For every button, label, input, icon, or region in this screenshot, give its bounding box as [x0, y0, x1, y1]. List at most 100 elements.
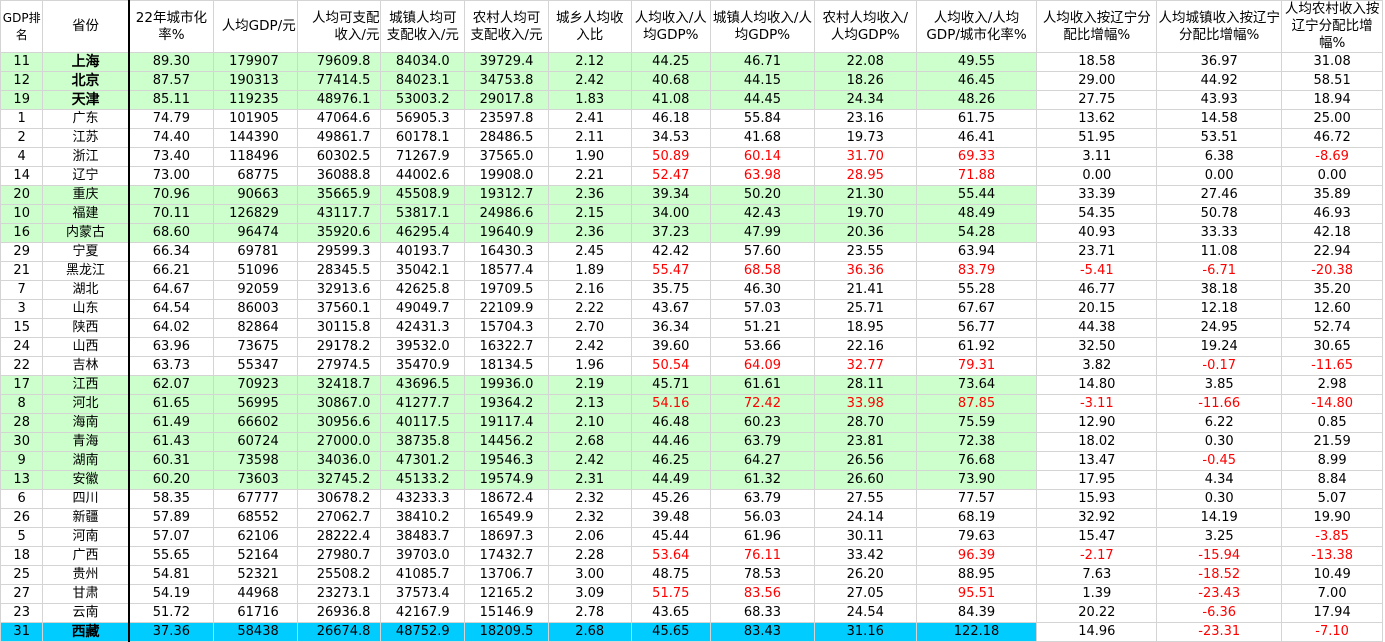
cell-gdp-rank[interactable]: 19: [0, 90, 44, 110]
cell-urban-growth-liaoning[interactable]: -6.36: [1156, 603, 1283, 623]
cell-income-gdp-ratio[interactable]: 36.34: [630, 318, 712, 338]
cell-rural-growth-liaoning[interactable]: 0.85: [1281, 413, 1383, 433]
cell-province[interactable]: 吉林: [42, 356, 130, 376]
cell-gdp-rank[interactable]: 3: [0, 299, 44, 319]
cell-income-gdp-urbanization[interactable]: 122.18: [915, 622, 1038, 642]
cell-rural-income[interactable]: 19117.4: [464, 413, 549, 433]
cell-income-gdp-urbanization[interactable]: 61.92: [915, 337, 1038, 357]
cell-rural-income-gdp-ratio[interactable]: 23.16: [813, 109, 917, 129]
cell-disposable-income[interactable]: 26674.8: [296, 622, 382, 642]
cell-rural-income-gdp-ratio[interactable]: 24.54: [813, 603, 917, 623]
cell-urbanization[interactable]: 62.07: [128, 375, 215, 395]
cell-urban-rural-ratio[interactable]: 2.41: [547, 109, 632, 129]
cell-rural-income-gdp-ratio[interactable]: 31.16: [813, 622, 917, 642]
cell-urbanization[interactable]: 87.57: [128, 71, 215, 91]
cell-gdp-per-capita[interactable]: 58438: [213, 622, 298, 642]
cell-income-growth-liaoning[interactable]: -5.41: [1036, 261, 1158, 281]
cell-rural-growth-liaoning[interactable]: 19.90: [1281, 508, 1383, 528]
cell-gdp-per-capita[interactable]: 68552: [213, 508, 298, 528]
cell-urban-income[interactable]: 42625.8: [380, 280, 466, 300]
cell-rural-income[interactable]: 15146.9: [464, 603, 549, 623]
cell-urbanization[interactable]: 51.72: [128, 603, 215, 623]
cell-rural-growth-liaoning[interactable]: 58.51: [1281, 71, 1383, 91]
cell-rural-income[interactable]: 17432.7: [464, 546, 549, 566]
cell-income-growth-liaoning[interactable]: 3.82: [1036, 356, 1158, 376]
cell-income-growth-liaoning[interactable]: 13.62: [1036, 109, 1158, 129]
cell-gdp-per-capita[interactable]: 51096: [213, 261, 298, 281]
header-cell-urbanization[interactable]: 22年城市化率%: [128, 0, 215, 53]
cell-disposable-income[interactable]: 32418.7: [296, 375, 382, 395]
cell-income-gdp-urbanization[interactable]: 84.39: [915, 603, 1038, 623]
cell-urban-income[interactable]: 56905.3: [380, 109, 466, 129]
cell-urban-income[interactable]: 48752.9: [380, 622, 466, 642]
cell-income-gdp-ratio[interactable]: 46.18: [630, 109, 712, 129]
cell-disposable-income[interactable]: 27974.5: [296, 356, 382, 376]
cell-urban-income-gdp-ratio[interactable]: 60.14: [710, 147, 815, 167]
cell-urban-growth-liaoning[interactable]: 0.30: [1156, 489, 1283, 509]
header-cell-urban-income-gdp-ratio[interactable]: 城镇人均收入/人均GDP%: [710, 0, 815, 53]
cell-urban-income-gdp-ratio[interactable]: 68.33: [710, 603, 815, 623]
cell-gdp-rank[interactable]: 28: [0, 413, 44, 433]
cell-income-gdp-ratio[interactable]: 39.60: [630, 337, 712, 357]
cell-urban-income-gdp-ratio[interactable]: 57.03: [710, 299, 815, 319]
cell-urban-income-gdp-ratio[interactable]: 61.96: [710, 527, 815, 547]
cell-rural-growth-liaoning[interactable]: -20.38: [1281, 261, 1383, 281]
header-cell-rural-income-gdp-ratio[interactable]: 农村人均收入/人均GDP%: [813, 0, 917, 53]
cell-urban-income[interactable]: 38410.2: [380, 508, 466, 528]
cell-gdp-rank[interactable]: 15: [0, 318, 44, 338]
cell-rural-growth-liaoning[interactable]: 2.98: [1281, 375, 1383, 395]
cell-rural-growth-liaoning[interactable]: -7.10: [1281, 622, 1383, 642]
cell-income-growth-liaoning[interactable]: 23.71: [1036, 242, 1158, 262]
cell-province[interactable]: 青海: [42, 432, 130, 452]
cell-urban-rural-ratio[interactable]: 2.11: [547, 128, 632, 148]
cell-urban-growth-liaoning[interactable]: 27.46: [1156, 185, 1283, 205]
cell-rural-growth-liaoning[interactable]: 46.72: [1281, 128, 1383, 148]
cell-urban-growth-liaoning[interactable]: 3.85: [1156, 375, 1283, 395]
cell-urbanization[interactable]: 61.49: [128, 413, 215, 433]
cell-rural-income-gdp-ratio[interactable]: 23.81: [813, 432, 917, 452]
cell-income-gdp-urbanization[interactable]: 46.45: [915, 71, 1038, 91]
cell-province[interactable]: 云南: [42, 603, 130, 623]
cell-urban-growth-liaoning[interactable]: 43.93: [1156, 90, 1283, 110]
cell-urbanization[interactable]: 85.11: [128, 90, 215, 110]
cell-urban-income-gdp-ratio[interactable]: 51.21: [710, 318, 815, 338]
cell-urban-income-gdp-ratio[interactable]: 61.61: [710, 375, 815, 395]
cell-urbanization[interactable]: 64.54: [128, 299, 215, 319]
cell-gdp-per-capita[interactable]: 52164: [213, 546, 298, 566]
cell-urban-rural-ratio[interactable]: 2.42: [547, 451, 632, 471]
cell-disposable-income[interactable]: 30867.0: [296, 394, 382, 414]
cell-province[interactable]: 黑龙江: [42, 261, 130, 281]
header-cell-income-gdp-urbanization[interactable]: 人均收入/人均GDP/城市化率%: [915, 0, 1038, 53]
cell-rural-income-gdp-ratio[interactable]: 26.60: [813, 470, 917, 490]
cell-rural-growth-liaoning[interactable]: 7.00: [1281, 584, 1383, 604]
cell-rural-income-gdp-ratio[interactable]: 21.41: [813, 280, 917, 300]
cell-gdp-per-capita[interactable]: 190313: [213, 71, 298, 91]
cell-urban-growth-liaoning[interactable]: -6.71: [1156, 261, 1283, 281]
cell-urbanization[interactable]: 74.79: [128, 109, 215, 129]
cell-income-gdp-ratio[interactable]: 39.48: [630, 508, 712, 528]
cell-gdp-rank[interactable]: 30: [0, 432, 44, 452]
cell-rural-income[interactable]: 18697.3: [464, 527, 549, 547]
cell-gdp-per-capita[interactable]: 73603: [213, 470, 298, 490]
cell-urban-growth-liaoning[interactable]: 12.18: [1156, 299, 1283, 319]
cell-province[interactable]: 宁夏: [42, 242, 130, 262]
cell-gdp-rank[interactable]: 8: [0, 394, 44, 414]
cell-urbanization[interactable]: 66.34: [128, 242, 215, 262]
cell-disposable-income[interactable]: 49861.7: [296, 128, 382, 148]
cell-income-growth-liaoning[interactable]: 29.00: [1036, 71, 1158, 91]
cell-income-gdp-urbanization[interactable]: 75.59: [915, 413, 1038, 433]
cell-urban-rural-ratio[interactable]: 2.19: [547, 375, 632, 395]
cell-income-gdp-urbanization[interactable]: 87.85: [915, 394, 1038, 414]
cell-rural-growth-liaoning[interactable]: 22.94: [1281, 242, 1383, 262]
cell-urban-income-gdp-ratio[interactable]: 55.84: [710, 109, 815, 129]
cell-rural-growth-liaoning[interactable]: -11.65: [1281, 356, 1383, 376]
cell-urban-income[interactable]: 45508.9: [380, 185, 466, 205]
cell-rural-income[interactable]: 19312.7: [464, 185, 549, 205]
cell-urban-rural-ratio[interactable]: 1.96: [547, 356, 632, 376]
cell-income-gdp-ratio[interactable]: 48.75: [630, 565, 712, 585]
cell-gdp-rank[interactable]: 27: [0, 584, 44, 604]
cell-urban-growth-liaoning[interactable]: 38.18: [1156, 280, 1283, 300]
cell-gdp-per-capita[interactable]: 179907: [213, 52, 298, 72]
cell-rural-growth-liaoning[interactable]: 42.18: [1281, 223, 1383, 243]
cell-income-gdp-urbanization[interactable]: 73.64: [915, 375, 1038, 395]
